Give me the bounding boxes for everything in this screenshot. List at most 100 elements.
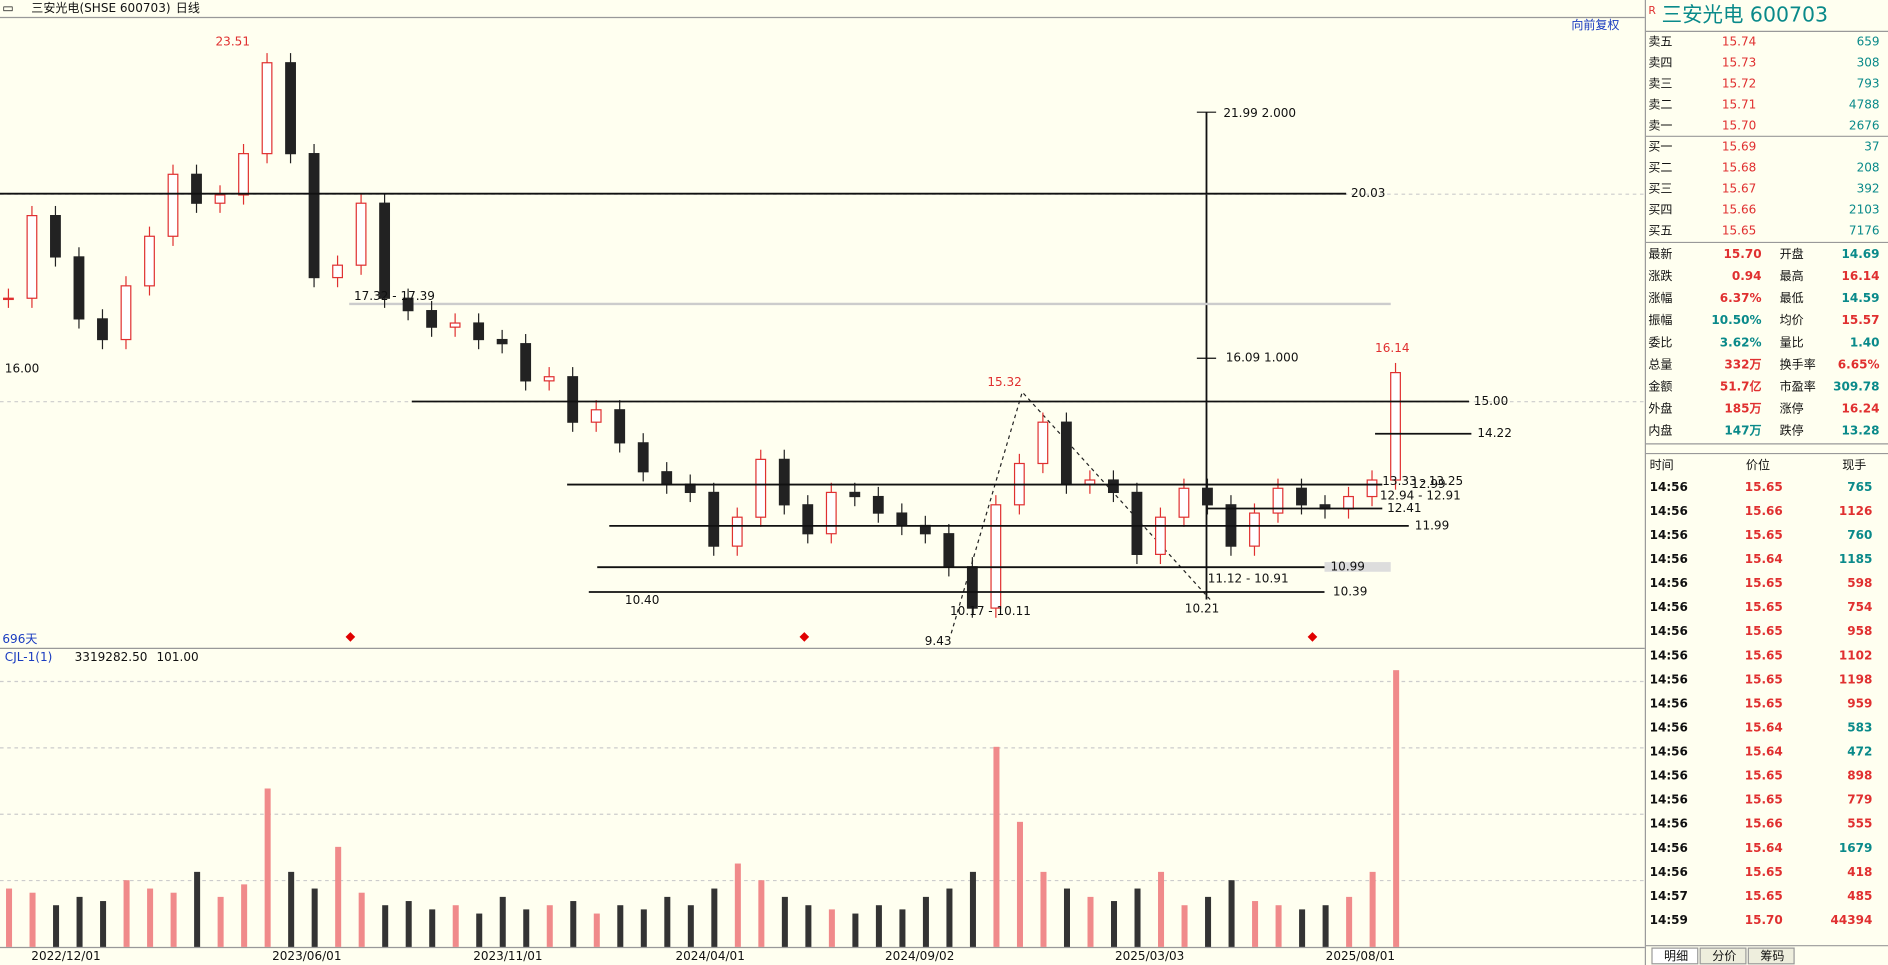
candle [1202,487,1213,506]
tick-time: 14:56 [1650,841,1688,855]
tick-volume: 555 [1847,817,1872,831]
volume-bar [6,888,13,947]
volume-bar [852,913,859,947]
stat-value: 6.37% [1720,291,1762,305]
book-price: 15.69 [1722,140,1756,154]
annotation: 11.12 - 10.91 [1208,571,1289,585]
tick-price: 15.64 [1745,720,1783,734]
volume-bar [734,863,741,947]
tab-label[interactable]: 分价 [1712,949,1736,963]
tick-volume: 754 [1847,600,1872,614]
tick-volume: 760 [1847,528,1872,542]
tick-volume: 418 [1847,865,1872,879]
volume-bar [993,746,1000,947]
tick-time: 14:56 [1650,769,1688,783]
date-label: 2022/12/01 [31,949,100,963]
candle [802,504,814,535]
volume-bar [805,905,812,947]
candle [567,376,579,423]
flag: R [1648,4,1656,17]
menu-icon[interactable]: ▭ [2,1,13,15]
candle [1107,479,1119,494]
tick-volume: 1198 [1839,672,1873,686]
volume-bar [1228,880,1235,947]
book-volume: 659 [1857,35,1880,49]
tab[interactable] [1651,947,1699,965]
stat-label: 委比 [1648,335,1672,349]
volume-bar [1369,871,1376,947]
book-label: 卖一 [1648,119,1672,133]
tick-price: 15.65 [1745,480,1783,494]
date-label: 2024/09/02 [885,949,954,963]
book-price: 15.71 [1722,98,1756,112]
tab[interactable] [1747,947,1795,965]
stat-label: 涨跌 [1648,268,1672,283]
candle [1060,421,1072,485]
tick-price: 15.65 [1745,648,1783,662]
stat-label: 外盘 [1648,401,1672,416]
stat-value: 147万 [1724,424,1761,438]
volume-bar [1111,901,1118,947]
stat-label: 涨幅 [1648,290,1672,305]
tick-volume: 472 [1847,745,1872,759]
tick-time: 14:56 [1650,648,1688,662]
level-label: 10.39 [1333,584,1367,598]
candle [614,409,626,444]
candle [1272,487,1284,514]
tick-time: 14:56 [1650,817,1688,831]
span: 696天 [2,632,37,646]
annotation: 10.40 [625,593,659,607]
indicator-name[interactable]: CJL-1(1) [5,650,53,664]
volume-bar [781,896,788,947]
tick-time: 14:59 [1650,913,1688,927]
candle [449,322,461,328]
candle [1037,421,1049,465]
stat-value: 3.62% [1720,335,1762,349]
annotation: 16.14 [1375,341,1409,355]
tick-time: 14:56 [1650,480,1688,494]
book-volume: 308 [1857,56,1880,70]
candle [778,458,790,506]
stat-value: 15.57 [1841,313,1879,327]
tick-time: 14:57 [1650,889,1688,903]
candle [1343,495,1354,510]
stat-label: 均价 [1780,313,1804,327]
date-label: 2025/03/03 [1115,949,1184,963]
tick-volume: 779 [1847,793,1872,807]
candle [120,285,132,341]
candle [402,297,414,312]
candle [379,202,391,299]
tick-price: 15.65 [1745,769,1783,783]
book-label: 买二 [1648,161,1672,175]
period[interactable]: 日线 [176,1,200,15]
candle [637,442,649,473]
tab-label[interactable]: 筹码 [1760,949,1784,963]
tick-price: 15.64 [1745,552,1783,566]
candle [261,62,273,155]
candle [966,566,978,609]
volume-bar [288,871,295,947]
adjust[interactable]: 向前复权 [1571,17,1619,32]
stat-value: 332万 [1724,357,1761,371]
tab-label[interactable]: 明细 [1664,949,1688,963]
tick-price: 15.65 [1745,600,1783,614]
zone-box [1324,562,1391,572]
volume-bar [1252,901,1259,947]
book-price: 15.72 [1722,77,1756,91]
volume-bar [593,913,600,947]
stock-name[interactable]: 三安光电(SHSE 600703) [31,0,170,15]
tab[interactable] [1699,947,1747,965]
volume-bar [1087,896,1094,947]
stat-label: 最高 [1780,268,1804,283]
volume-bar [499,896,506,947]
volume-bar [1016,821,1023,947]
candle [26,215,38,299]
tick-time: 14:56 [1650,696,1688,710]
volume-bar [546,905,553,947]
candle [1178,487,1190,518]
candle [1296,487,1307,506]
book-label: 卖五 [1648,35,1672,49]
candle [943,533,955,568]
candle [1155,516,1166,555]
volume-bar [875,905,882,947]
